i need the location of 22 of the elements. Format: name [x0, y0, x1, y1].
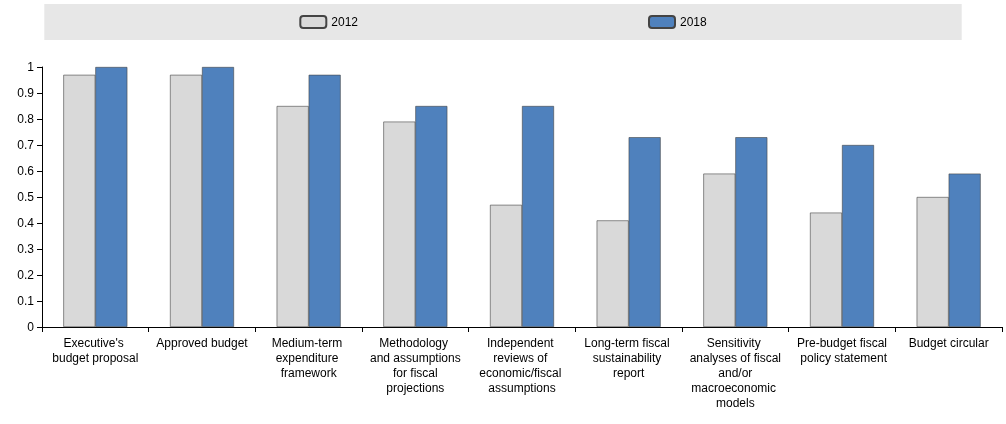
x-tick-label: Approved budget: [156, 335, 249, 350]
y-tick-label: 0.9: [17, 86, 35, 100]
y-tick-label: 0.7: [17, 138, 35, 152]
x-tick-label: Sensitivity analyses of fiscal and/or macroeconomic models: [689, 335, 782, 410]
y-tick-label: 0.2: [17, 268, 35, 282]
x-tick-label: Independent reviews of economic/fiscal assumptions: [479, 335, 565, 395]
y-tick-label: 0: [27, 320, 35, 334]
legend-label: 2018: [680, 15, 708, 29]
x-tick-label: Methodology and assumptions for fiscal projections: [369, 335, 461, 395]
x-tick-label: Budget circular: [908, 335, 989, 350]
x-tick-label: Executive's budget proposal: [52, 335, 139, 365]
y-tick-label: 0.6: [17, 164, 35, 178]
y-tick-label: 1: [27, 60, 35, 74]
y-tick-label: 0.4: [17, 216, 35, 230]
y-tick-label: 0.3: [17, 242, 35, 256]
x-tick-label: Long-term fiscal sustainability report: [584, 335, 674, 380]
y-tick-label: 0.1: [17, 294, 35, 308]
y-tick-label: 0.5: [17, 190, 35, 204]
x-tick-label: Pre-budget fiscal policy statement: [796, 335, 888, 365]
legend-label: 2012: [331, 15, 359, 29]
x-tick-label: Medium-term expenditure framework: [271, 335, 346, 380]
y-tick-label: 0.8: [17, 112, 35, 126]
